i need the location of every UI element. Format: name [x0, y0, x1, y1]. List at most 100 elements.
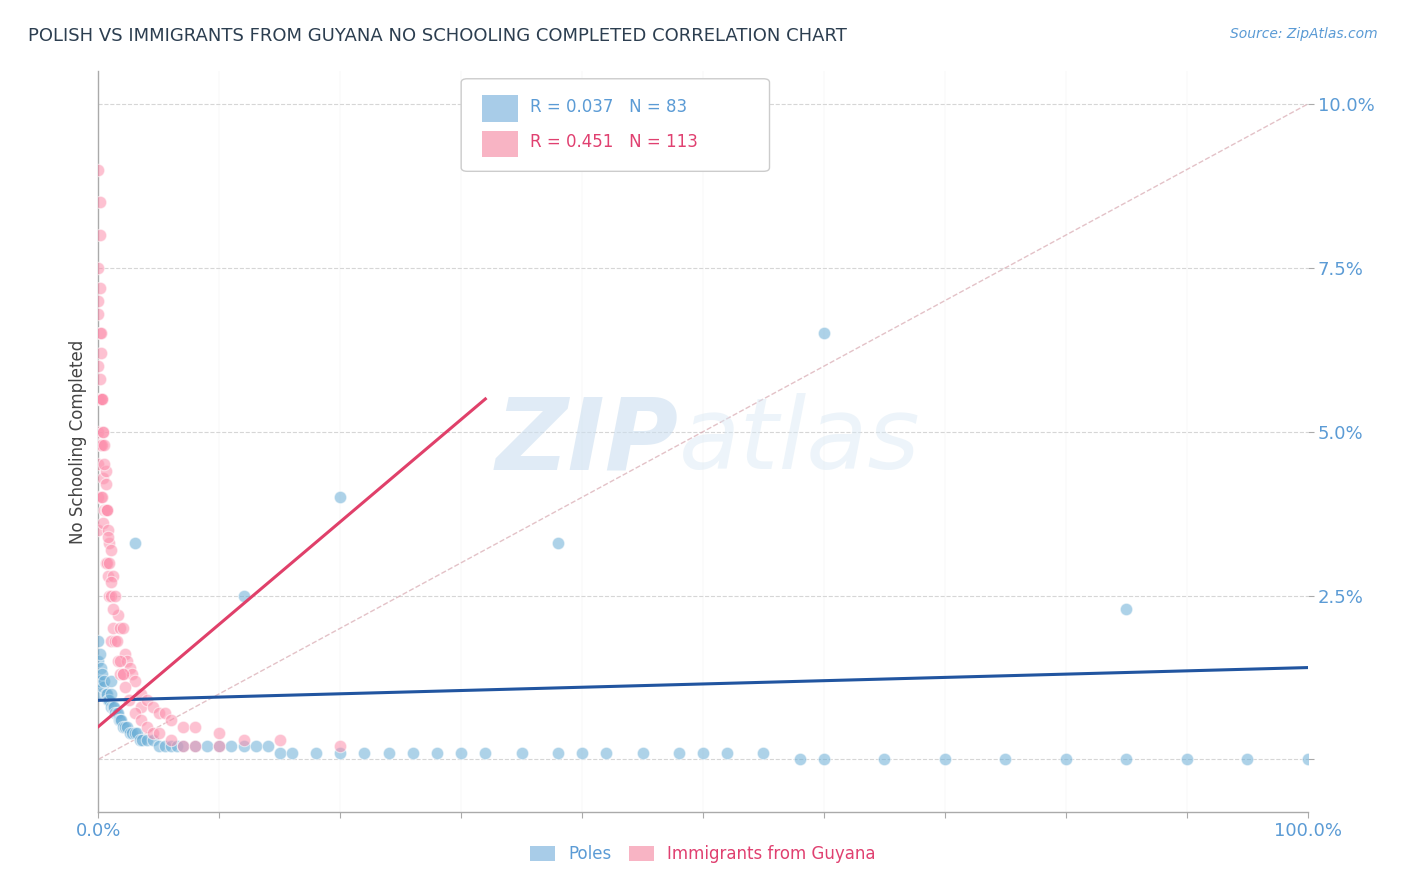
Point [101, 621, 124, 635]
Point [195, 739, 218, 754]
Point [90, 346, 112, 360]
Point [89, 392, 111, 406]
Point [104, 589, 127, 603]
Point [108, 713, 131, 727]
Point [103, 699, 125, 714]
Point [94, 556, 117, 570]
Point [934, 752, 956, 766]
Point [510, 746, 533, 760]
Point [1115, 752, 1137, 766]
Point [377, 746, 399, 760]
Point [124, 673, 146, 688]
Point [208, 726, 231, 740]
Point [426, 746, 449, 760]
Point [101, 699, 124, 714]
Point [135, 720, 157, 734]
FancyBboxPatch shape [461, 78, 769, 171]
Point [114, 720, 136, 734]
Point [269, 732, 291, 747]
Point [232, 739, 254, 754]
Point [90, 326, 112, 341]
Point [1054, 752, 1077, 766]
Point [96, 503, 118, 517]
Point [87, 307, 110, 321]
Point [172, 739, 194, 754]
Text: POLISH VS IMMIGRANTS FROM GUYANA NO SCHOOLING COMPLETED CORRELATION CHART: POLISH VS IMMIGRANTS FROM GUYANA NO SCHO… [28, 27, 846, 45]
Point [108, 621, 131, 635]
Point [91, 516, 114, 531]
Point [87, 654, 110, 668]
Point [129, 713, 152, 727]
Point [128, 732, 150, 747]
Text: Source: ZipAtlas.com: Source: ZipAtlas.com [1230, 27, 1378, 41]
Point [111, 667, 134, 681]
Point [110, 713, 132, 727]
Point [142, 699, 165, 714]
Text: atlas: atlas [679, 393, 921, 490]
Point [98, 589, 121, 603]
Point [89, 195, 111, 210]
Point [131, 732, 153, 747]
Point [91, 392, 114, 406]
Point [873, 752, 896, 766]
Point [87, 260, 110, 275]
Point [97, 523, 120, 537]
Point [91, 667, 114, 681]
Point [93, 438, 115, 452]
Point [87, 634, 110, 648]
Point [142, 726, 165, 740]
Point [93, 503, 115, 517]
Point [129, 687, 152, 701]
Point [117, 720, 139, 734]
Point [90, 438, 112, 452]
Point [172, 720, 194, 734]
Point [547, 746, 569, 760]
Point [142, 732, 165, 747]
Y-axis label: No Schooling Completed: No Schooling Completed [69, 340, 87, 543]
Point [148, 726, 170, 740]
Point [91, 425, 114, 439]
Point [813, 752, 835, 766]
Point [100, 673, 122, 688]
Point [221, 739, 243, 754]
Point [571, 746, 593, 760]
Point [100, 687, 122, 701]
Point [1175, 752, 1198, 766]
Point [1236, 752, 1258, 766]
Point [117, 654, 139, 668]
Point [281, 746, 304, 760]
Point [91, 680, 114, 694]
Point [232, 732, 254, 747]
Point [127, 726, 149, 740]
Point [89, 648, 111, 662]
Point [100, 589, 122, 603]
Point [111, 720, 134, 734]
Point [474, 746, 496, 760]
FancyBboxPatch shape [482, 130, 517, 157]
Point [118, 660, 141, 674]
Point [153, 739, 176, 754]
Point [692, 746, 714, 760]
Point [104, 706, 127, 721]
Point [716, 746, 738, 760]
Point [245, 739, 267, 754]
Point [87, 425, 110, 439]
FancyBboxPatch shape [482, 95, 517, 121]
Legend: Poles, Immigrants from Guyana: Poles, Immigrants from Guyana [524, 838, 882, 870]
Point [166, 739, 188, 754]
Point [114, 680, 136, 694]
Point [87, 293, 110, 308]
Point [100, 575, 122, 590]
Point [114, 648, 136, 662]
Point [752, 746, 775, 760]
Point [96, 556, 118, 570]
Point [1115, 601, 1137, 615]
Point [87, 359, 110, 374]
Point [91, 392, 114, 406]
Point [100, 542, 122, 557]
Point [87, 162, 110, 177]
Point [1296, 752, 1319, 766]
Point [93, 673, 115, 688]
Point [104, 634, 127, 648]
Point [91, 425, 114, 439]
